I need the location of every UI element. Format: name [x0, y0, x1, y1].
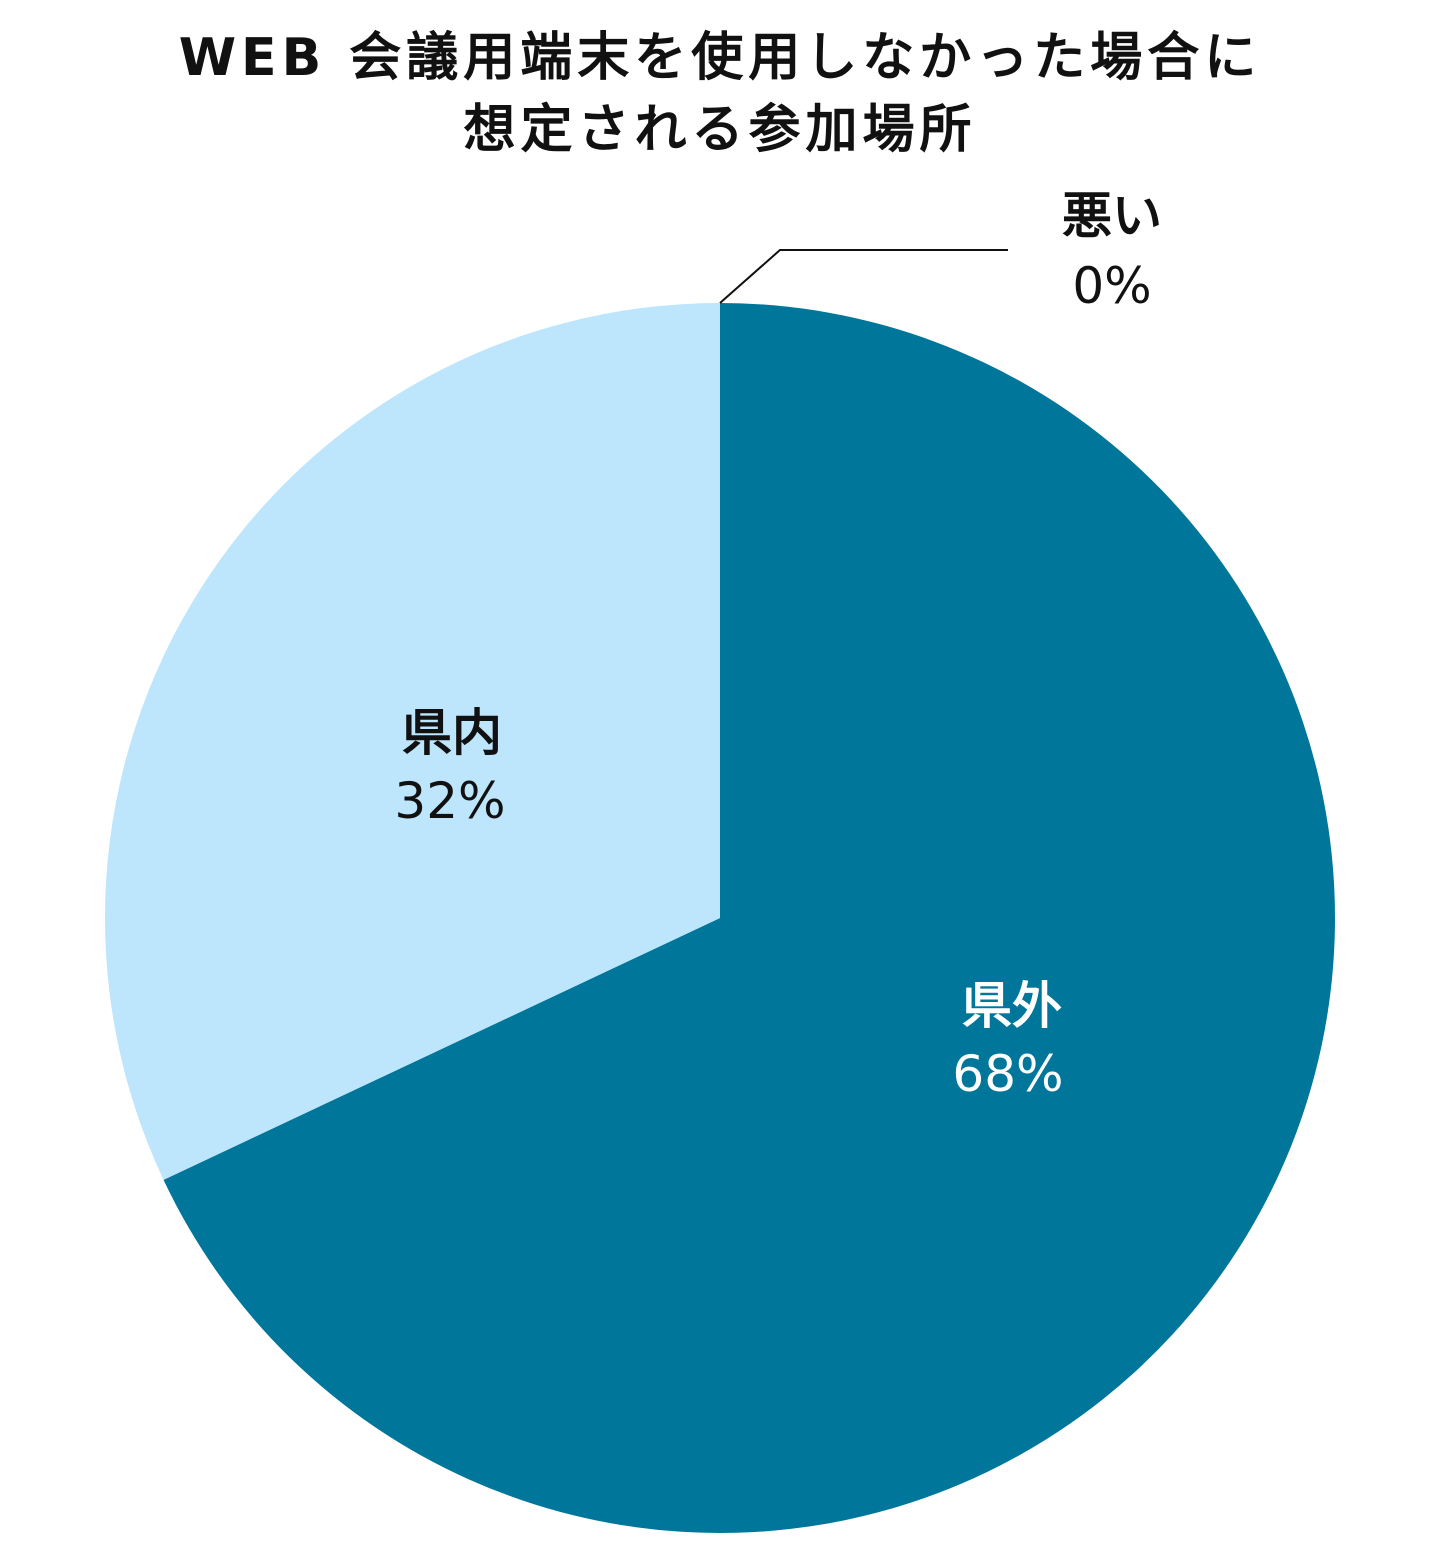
chart-title-line2: 想定される参加場所	[463, 100, 977, 160]
slice-label-kengai: 県外	[962, 977, 1062, 1035]
pie-slices	[105, 303, 1336, 1533]
leader-line-warui	[719, 249, 1008, 304]
slice-label-warui: 悪い	[1062, 187, 1162, 245]
chart-title: WEB 会議用端末を使用しなかった場合に 想定される参加場所	[0, 22, 1440, 166]
slice-labels: 悪い 0% 県外 68% 県内 32%	[394, 187, 1162, 1103]
slice-label-kennai: 県内	[402, 704, 502, 762]
slice-value-kennai: 32%	[394, 772, 505, 830]
pie-slice-kennai	[105, 303, 720, 1180]
pie-slice-kengai	[163, 303, 1336, 1533]
slice-value-kengai: 68%	[952, 1045, 1063, 1103]
slice-value-warui: 0%	[1072, 257, 1151, 315]
chart-title-line1: WEB 会議用端末を使用しなかった場合に	[178, 28, 1262, 88]
